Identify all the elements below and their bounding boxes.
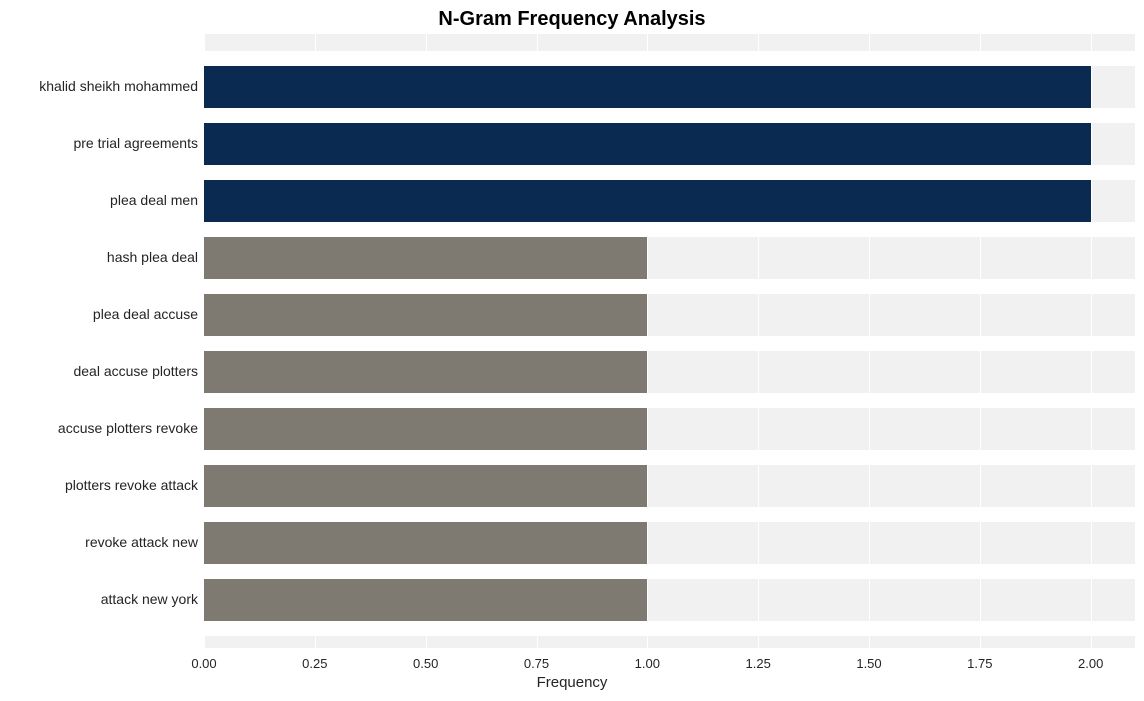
x-tick-label: 0.75 [524, 656, 549, 671]
row-band [204, 393, 1135, 408]
plot-area [204, 34, 1135, 648]
row-band [204, 507, 1135, 522]
row-band [204, 621, 1135, 636]
bar [204, 180, 1091, 222]
row-band [204, 450, 1135, 465]
x-tick-label: 0.00 [191, 656, 216, 671]
row-band [204, 165, 1135, 180]
row-band [204, 108, 1135, 123]
x-tick-label: 1.00 [635, 656, 660, 671]
x-tick-label: 1.50 [856, 656, 881, 671]
bar [204, 408, 647, 450]
bar [204, 579, 647, 621]
x-axis-label: Frequency [0, 674, 1144, 691]
row-band [204, 564, 1135, 579]
bar [204, 66, 1091, 108]
x-tick-label: 2.00 [1078, 656, 1103, 671]
y-tick-label: pre trial agreements [73, 135, 198, 151]
y-tick-label: khalid sheikh mohammed [39, 78, 198, 94]
y-tick-label: hash plea deal [107, 249, 198, 265]
chart-title: N-Gram Frequency Analysis [0, 8, 1144, 31]
x-tick-label: 0.50 [413, 656, 438, 671]
y-tick-label: plea deal accuse [93, 306, 198, 322]
y-tick-label: revoke attack new [85, 534, 198, 550]
bar [204, 465, 647, 507]
row-band [204, 222, 1135, 237]
x-tick-label: 0.25 [302, 656, 327, 671]
x-tick-label: 1.25 [746, 656, 771, 671]
bar [204, 294, 647, 336]
y-tick-label: plotters revoke attack [65, 477, 198, 493]
bar [204, 123, 1091, 165]
y-tick-label: attack new york [101, 591, 198, 607]
bar [204, 522, 647, 564]
y-tick-label: accuse plotters revoke [58, 420, 198, 436]
bar [204, 351, 647, 393]
grid-line [1091, 34, 1092, 648]
row-band [204, 279, 1135, 294]
row-band [204, 336, 1135, 351]
y-tick-label: plea deal men [110, 192, 198, 208]
bar [204, 237, 647, 279]
row-band [204, 51, 1135, 66]
x-tick-label: 1.75 [967, 656, 992, 671]
y-tick-label: deal accuse plotters [73, 363, 198, 379]
